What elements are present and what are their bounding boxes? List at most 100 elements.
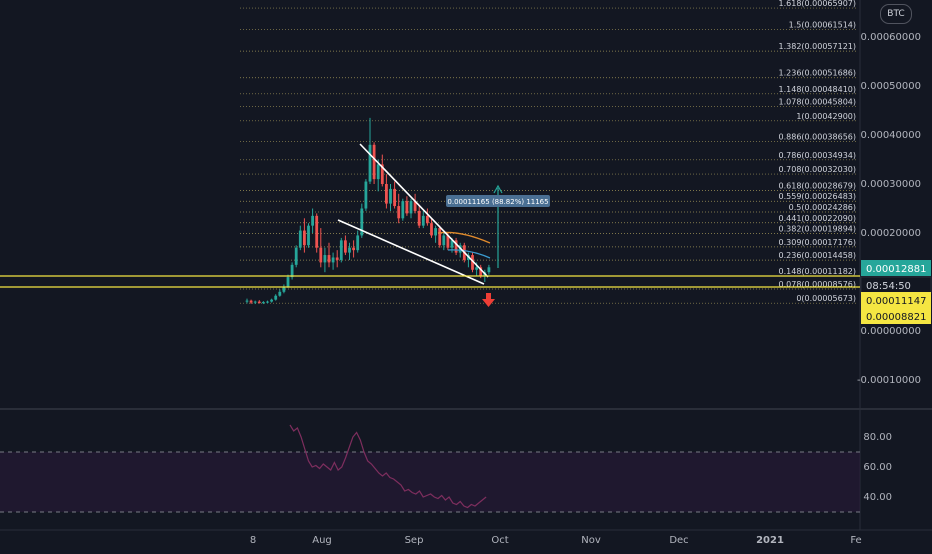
- time-axis[interactable]: 8 Aug Sep Oct Nov Dec 2021 Fe: [0, 529, 932, 546]
- candle: [401, 198, 405, 221]
- channel-upper-tag-box: [861, 292, 931, 308]
- ema-orange-line: [437, 231, 491, 244]
- candle: [487, 264, 491, 275]
- candle: [344, 235, 347, 256]
- fib-level-label: 0.236(0.00014458): [779, 251, 857, 260]
- rsi-pane[interactable]: 80.00 60.00 40.00: [0, 408, 932, 513]
- candle-body: [446, 235, 450, 248]
- candle: [356, 230, 360, 253]
- candle-body: [348, 247, 351, 253]
- candle: [266, 300, 269, 304]
- price-tick-label: 0.00050000: [861, 81, 921, 92]
- candle-body: [282, 286, 286, 292]
- candle-body: [352, 247, 355, 251]
- measure-arrow-head: [493, 184, 503, 194]
- candle: [298, 225, 302, 251]
- candle: [364, 179, 368, 211]
- candle: [348, 242, 351, 260]
- candle-body: [413, 201, 417, 211]
- candle: [442, 233, 446, 251]
- candle: [315, 213, 319, 253]
- candle-body: [278, 291, 282, 296]
- price-tick-label: 0.00020000: [861, 228, 921, 239]
- rsi-tick-label: 60.00: [863, 462, 892, 473]
- fib-level-label: 0.786(0.00034934): [779, 151, 857, 160]
- price-tick-label: 0.00040000: [861, 130, 921, 141]
- fib-level-label: 0.618(0.00028679): [779, 181, 857, 190]
- candle-body: [442, 235, 446, 246]
- time-tick-label: Aug: [312, 535, 332, 546]
- fib-level-label: 0.441(0.00022090): [779, 214, 857, 223]
- candle-body: [450, 240, 454, 248]
- candle: [323, 247, 327, 273]
- candle: [434, 225, 437, 243]
- candle-body: [323, 255, 327, 263]
- candle-body: [372, 144, 376, 180]
- candle: [286, 274, 290, 288]
- fib-level-label: 0.148(0.00011182): [779, 267, 857, 276]
- candle-body: [315, 215, 319, 248]
- candle: [389, 184, 392, 211]
- candle: [352, 240, 355, 258]
- candle: [360, 203, 364, 238]
- candle-body: [262, 302, 265, 304]
- fib-level-label: 0.382(0.00019894): [779, 225, 857, 234]
- candle: [249, 299, 253, 305]
- candle: [290, 262, 294, 280]
- candle: [413, 193, 417, 214]
- candle: [245, 298, 249, 304]
- fib-level-label: 1.5(0.00061514): [789, 21, 856, 30]
- price-axis[interactable]: 0.00060000 0.00050000 0.00040000 0.00030000…: [857, 0, 921, 530]
- candle: [253, 300, 257, 305]
- candle: [376, 159, 380, 192]
- fib-level-label: 0.309(0.00017176): [779, 238, 857, 247]
- fib-level-label: 0.5(0.00024286): [789, 203, 856, 212]
- candle-body: [270, 299, 273, 302]
- candle: [380, 154, 384, 187]
- candle-body: [393, 188, 396, 207]
- candle: [311, 208, 314, 233]
- last-price-tag: 0.00012881: [861, 260, 931, 276]
- wedge-upper-trendline[interactable]: [359, 143, 489, 278]
- candle-body: [274, 295, 278, 300]
- candle: [405, 196, 409, 216]
- price-tick-label: 0.00060000: [861, 32, 921, 43]
- candle: [430, 218, 433, 238]
- candle: [327, 242, 331, 268]
- measure-label-box: [446, 195, 550, 207]
- candle-body: [421, 215, 425, 226]
- wedge-lower-trendline[interactable]: [337, 219, 485, 285]
- candle-body: [344, 240, 347, 253]
- candle-body: [380, 164, 384, 184]
- measure-label: 0.00011165 (88.82%) 11165: [447, 198, 548, 206]
- time-tick-label: Nov: [581, 535, 601, 546]
- rsi-tick-label: 40.00: [863, 492, 892, 503]
- symbol-badge[interactable]: BTC: [880, 4, 912, 24]
- candle-body: [385, 184, 388, 204]
- candle-body: [368, 144, 372, 182]
- candle-body: [438, 228, 442, 246]
- candle-body: [307, 225, 310, 246]
- fib-level-label: 1.382(0.00057121): [779, 42, 857, 51]
- fibonacci-extension[interactable]: 1.618(0.00065907) 1.5(0.00061514) 1.382(0.…: [240, 0, 858, 304]
- drawings[interactable]: 0.00011165 (88.82%) 11165: [0, 143, 860, 307]
- candle-body: [356, 235, 360, 251]
- fib-level-label: 0.708(0.00032030): [779, 165, 857, 174]
- candle: [274, 294, 278, 301]
- time-tick-label: Oct: [491, 535, 508, 546]
- candle-body: [434, 228, 437, 236]
- candle-body: [409, 201, 413, 214]
- candle: [393, 181, 396, 209]
- fib-level-label: 1.618(0.00065907): [779, 0, 857, 8]
- candle-body: [430, 223, 433, 236]
- candle-body: [389, 188, 392, 204]
- price-tick-label: -0.00010000: [857, 375, 921, 386]
- ema-blue-line: [447, 249, 491, 259]
- candle: [262, 301, 265, 305]
- channel-lower-tag: 0.00008821: [861, 308, 931, 324]
- price-tags: 0.00012881 08:54:50 0.00011147 0.00008821: [860, 260, 932, 324]
- channel-lower-tag-box: [861, 308, 931, 324]
- candle-body: [417, 210, 421, 226]
